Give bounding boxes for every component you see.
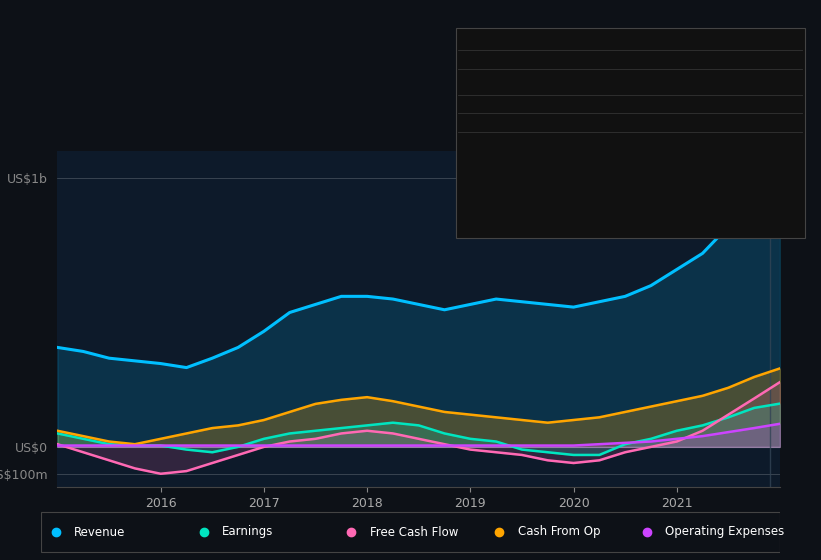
Text: /yr: /yr [747, 117, 761, 127]
Text: /yr: /yr [747, 54, 761, 64]
Text: /yr: /yr [747, 73, 761, 83]
Text: Revenue: Revenue [75, 525, 126, 539]
Text: Operating Expenses: Operating Expenses [461, 136, 566, 146]
Text: Dec 31 2021: Dec 31 2021 [461, 35, 553, 48]
Text: Cash From Op: Cash From Op [518, 525, 600, 539]
Text: 15.6% profit margin: 15.6% profit margin [591, 85, 695, 95]
Text: US$161.108m: US$161.108m [591, 73, 678, 83]
Text: Earnings: Earnings [461, 73, 507, 83]
Text: /yr: /yr [747, 136, 761, 146]
Text: Operating Expenses: Operating Expenses [666, 525, 785, 539]
Text: Free Cash Flow: Free Cash Flow [370, 525, 458, 539]
Text: /yr: /yr [747, 99, 761, 109]
Text: Revenue: Revenue [461, 54, 507, 64]
Text: US$1.032b: US$1.032b [591, 54, 658, 64]
Text: US$86.040m: US$86.040m [591, 136, 671, 146]
Text: Free Cash Flow: Free Cash Flow [461, 99, 539, 109]
Text: US$292.190m: US$292.190m [591, 117, 678, 127]
Text: Cash From Op: Cash From Op [461, 117, 534, 127]
Text: US$240.874m: US$240.874m [591, 99, 678, 109]
Text: Earnings: Earnings [222, 525, 273, 539]
